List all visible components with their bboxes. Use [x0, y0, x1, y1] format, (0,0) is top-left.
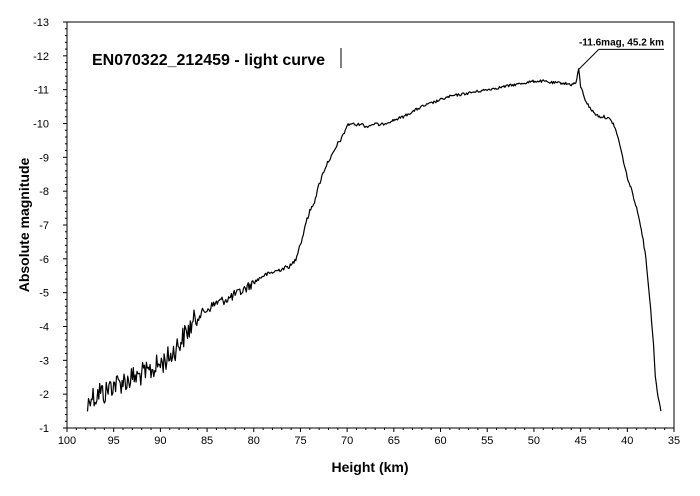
y-tick-label: -1: [39, 423, 49, 435]
x-tick-label: 70: [341, 435, 353, 447]
annotation-leader-line: [578, 49, 600, 70]
y-tick-label: -12: [33, 51, 49, 63]
y-tick-label: -5: [39, 288, 49, 300]
y-axis-ticks: -13 -12 -11 -10 -9 -8 -7 -6 -5 -4 -3 -2 -1: [33, 17, 67, 435]
y-tick-label: -6: [39, 254, 49, 266]
y-tick-label: -3: [39, 355, 49, 367]
y-axis-title: Absolute magnitude: [16, 158, 32, 293]
y-tick-label: -8: [39, 186, 49, 198]
x-axis-ticks: 100 95 90 85 80 75 70 65 60 55 50 45 40 35: [58, 428, 680, 447]
x-tick-label: 40: [621, 435, 633, 447]
x-axis-title: Height (km): [332, 459, 409, 475]
x-tick-label: 90: [154, 435, 166, 447]
x-tick-label: 35: [668, 435, 680, 447]
x-tick-label: 50: [528, 435, 540, 447]
peak-annotation: -11.6mag, 45.2 km: [578, 37, 664, 70]
x-tick-label: 85: [201, 435, 213, 447]
x-tick-label: 100: [58, 435, 76, 447]
chart-title: EN070322_212459 - light curve: [92, 52, 325, 69]
x-tick-label: 75: [294, 435, 306, 447]
y-tick-label: -10: [33, 119, 49, 131]
x-tick-label: 65: [388, 435, 400, 447]
y-tick-label: -13: [33, 17, 49, 29]
y-tick-label: -4: [39, 322, 49, 334]
y-tick-label: -7: [39, 220, 49, 232]
y-tick-label: -9: [39, 152, 49, 164]
light-curve-series-line: [86, 68, 662, 412]
x-tick-label: 95: [108, 435, 120, 447]
x-tick-label: 80: [248, 435, 260, 447]
annotation-label: -11.6mag, 45.2 km: [579, 37, 664, 48]
x-tick-label: 45: [574, 435, 586, 447]
x-tick-label: 60: [434, 435, 446, 447]
x-tick-label: 55: [481, 435, 493, 447]
y-tick-label: -2: [39, 389, 49, 401]
series-layer: [86, 68, 662, 412]
y-tick-label: -11: [34, 85, 49, 97]
